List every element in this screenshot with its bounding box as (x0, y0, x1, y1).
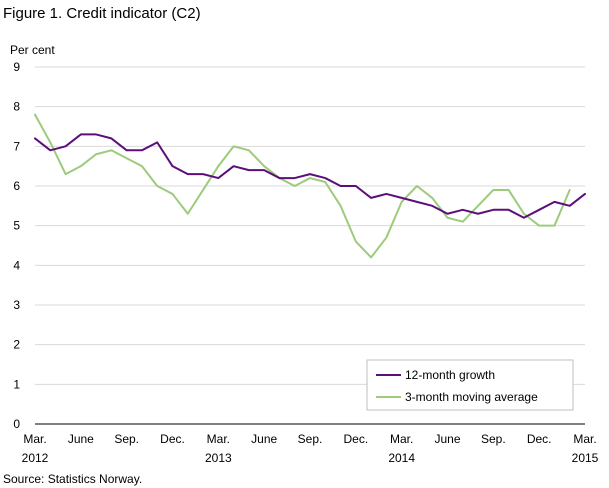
x-tick-label: Mar. (390, 432, 413, 446)
legend-label: 12-month growth (405, 368, 495, 382)
legend-label: 3-month moving average (405, 390, 538, 404)
series-lines (34, 113, 586, 259)
y-tick-label: 4 (13, 258, 20, 272)
y-tick-label: 9 (13, 60, 20, 74)
x-tick-label: Sep. (114, 432, 139, 446)
y-axis-ticks: 0 1 2 3 4 5 6 7 8 9 (13, 60, 20, 431)
series-line-3-month-moving-average (34, 113, 571, 259)
x-tick-label: Dec. (343, 432, 368, 446)
legend-box (366, 359, 574, 411)
y-tick-label: 8 (13, 100, 20, 114)
x-tick-year-label: 2012 (22, 451, 49, 465)
series-line-12-month-growth (34, 133, 586, 219)
y-tick-label: 6 (13, 179, 20, 193)
x-tick-label: Mar. (207, 432, 230, 446)
x-tick-label: June (68, 432, 94, 446)
y-tick-label: 1 (13, 377, 20, 391)
x-tick-label: Dec. (160, 432, 185, 446)
y-tick-label: 7 (13, 139, 20, 153)
x-tick-label: Dec. (527, 432, 552, 446)
y-tick-label: 0 (13, 417, 20, 431)
x-tick-label: Mar. (23, 432, 46, 446)
x-tick-label: Mar. (573, 432, 596, 446)
source-note: Source: Statistics Norway. (3, 472, 143, 486)
x-tick-label: Sep. (481, 432, 506, 446)
y-tick-label: 2 (13, 338, 20, 352)
x-tick-label: June (434, 432, 460, 446)
legend: 12-month growth 3-month moving average (366, 359, 574, 411)
grid (35, 66, 585, 385)
x-tick-label: June (251, 432, 277, 446)
x-tick-year-label: 2014 (388, 451, 415, 465)
x-axis-ticks: Mar. 2012 June Sep. Dec. Mar. 2013 June Sep. Dec.… (22, 432, 599, 465)
y-tick-label: 5 (13, 219, 20, 233)
chart-title: Figure 1. Credit indicator (C2) (3, 5, 201, 22)
x-tick-year-label: 2013 (205, 451, 232, 465)
y-tick-label: 3 (13, 298, 20, 312)
x-tick-label: Sep. (298, 432, 323, 446)
x-tick-year-label: 2015 (572, 451, 599, 465)
y-axis-label: Per cent (10, 43, 55, 57)
